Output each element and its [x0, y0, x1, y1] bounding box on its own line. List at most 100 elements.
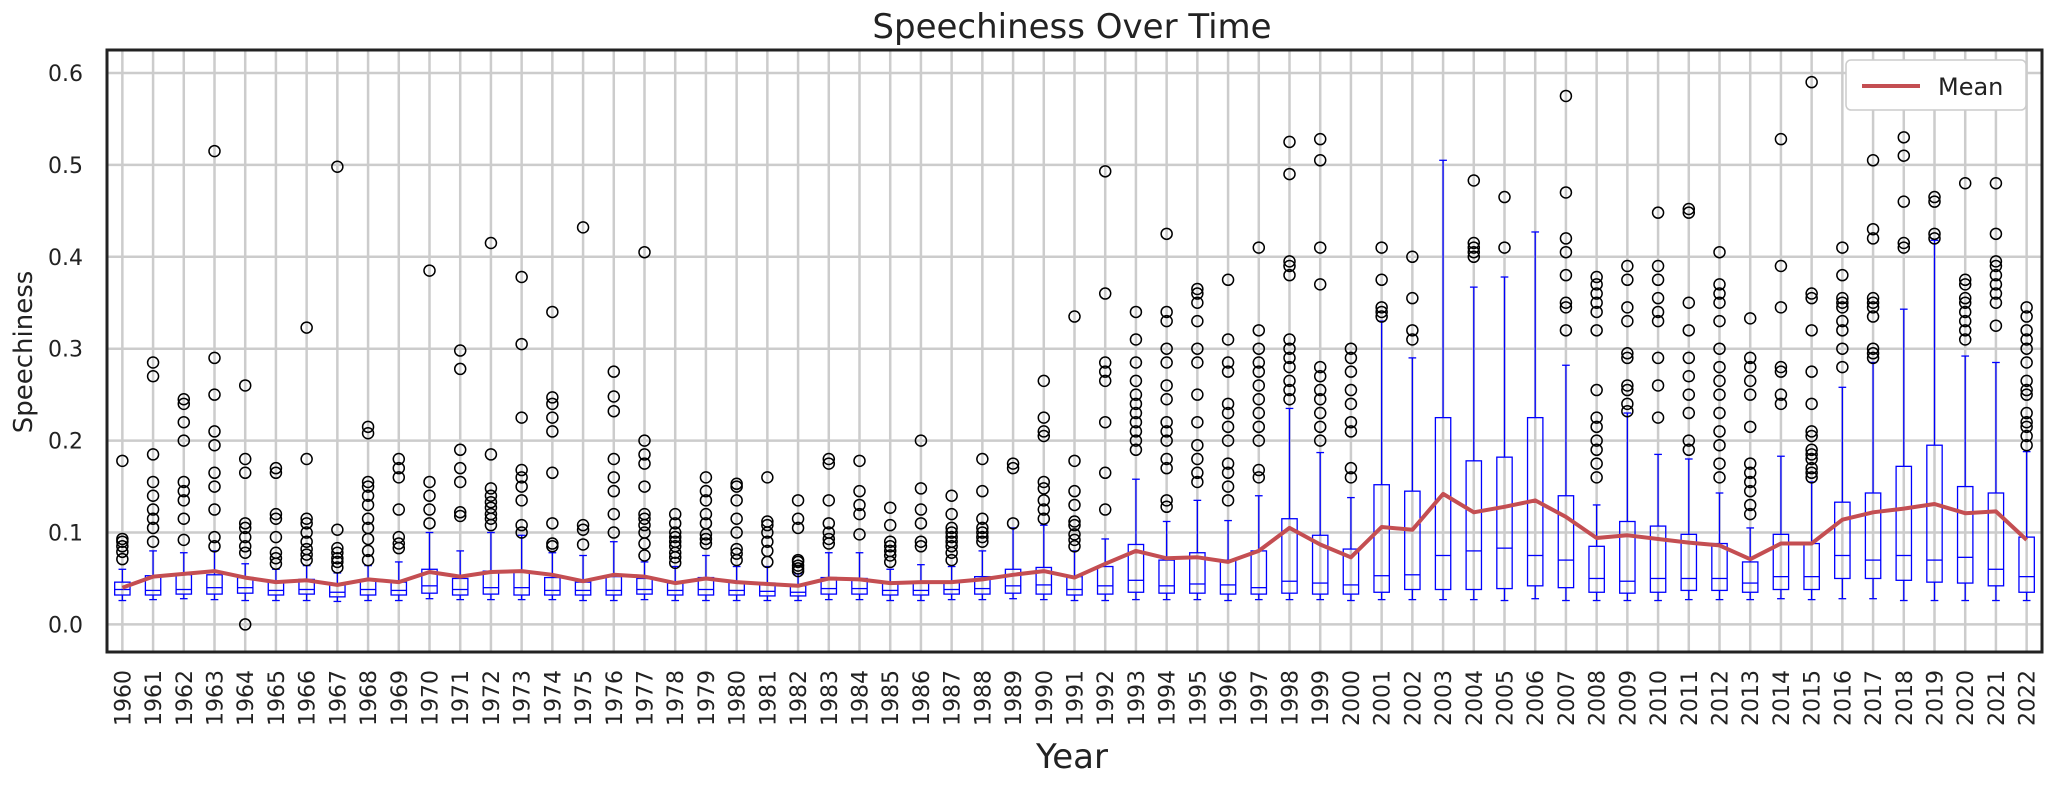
outlier-point: [761, 518, 774, 532]
iqr-box: [1956, 485, 1974, 584]
outlier-point: [1590, 420, 1603, 434]
outlier-point: [945, 535, 958, 548]
outlier-point: [1160, 305, 1173, 319]
outlier-point: [976, 535, 989, 548]
outlier-point: [1774, 301, 1788, 314]
x-tick-label: 1998: [1279, 670, 1304, 726]
outlier-point: [914, 434, 928, 447]
box-1976: [605, 541, 623, 602]
outlier-point: [638, 480, 651, 493]
outlier-point: [1037, 429, 1051, 443]
outlier-point: [1989, 278, 2003, 291]
x-tick-label: 2022: [2016, 670, 2041, 726]
x-tick-label: 1993: [1125, 670, 1150, 726]
outlier-point: [1621, 347, 1634, 360]
outlier-point: [300, 321, 313, 334]
x-tick-label: 2009: [1616, 670, 1641, 726]
outlier-point: [361, 498, 375, 512]
outlier-point: [945, 540, 958, 553]
outlier-point: [1068, 518, 1081, 532]
iqr-box: [1772, 533, 1790, 591]
legend-mean-label: Mean: [1938, 73, 2003, 101]
outlier-point: [1037, 411, 1051, 424]
outlier-point: [484, 448, 498, 461]
outlier-point: [1836, 301, 1849, 314]
outlier-point: [1221, 356, 1235, 369]
outlier-point: [1037, 425, 1051, 438]
outlier-point: [1221, 406, 1235, 420]
outlier-point: [1098, 374, 1112, 388]
outlier-point: [1590, 296, 1603, 309]
outlier-point: [638, 512, 651, 525]
outlier-point: [515, 494, 528, 507]
outlier-point: [730, 547, 743, 560]
outlier-point: [1129, 406, 1143, 420]
outlier-point: [1068, 540, 1081, 553]
outlier-point: [822, 494, 836, 507]
x-tick-label: 2013: [1739, 670, 1764, 726]
outlier-point: [238, 530, 252, 544]
outlier-point: [146, 448, 160, 461]
x-tick-label: 1973: [511, 670, 536, 726]
y-tick-label: 0.3: [48, 338, 83, 363]
x-tick-label: 1971: [449, 670, 474, 726]
x-tick-label: 1992: [1094, 670, 1119, 726]
x-tick-label: 1997: [1248, 670, 1273, 726]
outlier-point: [515, 411, 528, 424]
outlier-point: [1928, 232, 1941, 245]
outlier-point: [1774, 388, 1788, 401]
outlier-point: [1774, 360, 1788, 374]
legend: Mean: [1845, 59, 2027, 111]
x-tick-label: 1981: [756, 670, 781, 726]
outlier-point: [1743, 507, 1757, 521]
outlier-point: [1129, 388, 1143, 401]
outlier-point: [484, 495, 498, 509]
outlier-point: [1713, 314, 1726, 328]
iqr-box: [1864, 492, 1882, 580]
box-1960: [114, 568, 131, 602]
outlier-point: [1651, 273, 1665, 287]
outlier-point: [1221, 333, 1235, 346]
outlier-point: [1682, 206, 1696, 219]
outlier-point: [1344, 425, 1358, 438]
outlier-point: [1037, 374, 1051, 388]
outlier-point: [1621, 379, 1634, 392]
outlier-point: [177, 494, 191, 507]
outlier-point: [883, 501, 897, 514]
outlier-point: [1836, 314, 1849, 328]
x-tick-label: 1978: [664, 670, 689, 726]
outlier-point: [331, 160, 344, 173]
outlier-point: [1313, 278, 1327, 291]
outlier-point: [761, 544, 774, 558]
outlier-point: [1559, 324, 1573, 337]
y-axis-label: Speechiness: [9, 271, 39, 434]
outlier-point: [607, 390, 621, 403]
outlier-point: [1160, 356, 1173, 369]
outlier-point: [515, 463, 528, 477]
outlier-point: [116, 532, 129, 546]
outlier-point: [576, 538, 590, 551]
outlier-point: [423, 517, 436, 530]
iqr-box: [1987, 492, 2005, 587]
outlier-point: [1866, 296, 1880, 309]
outlier-point: [1897, 236, 1911, 250]
outlier-point: [668, 507, 682, 521]
outlier-point: [515, 337, 528, 351]
outlier-point: [484, 489, 498, 503]
outlier-point: [1682, 443, 1696, 457]
x-tick-label: 1982: [787, 670, 812, 726]
outlier-point: [1313, 393, 1327, 406]
outlier-point: [607, 365, 621, 378]
outlier-point: [1252, 241, 1266, 254]
outlier-point: [1037, 482, 1051, 495]
outlier-point: [1068, 454, 1081, 468]
outlier-point: [1191, 296, 1204, 309]
box-1989: [1004, 527, 1022, 600]
box-1995: [1189, 499, 1206, 601]
outlier-point: [699, 507, 713, 521]
outlier-point: [1774, 259, 1788, 273]
outlier-point: [1897, 149, 1911, 162]
outlier-point: [331, 541, 344, 555]
outlier-point: [1621, 383, 1634, 397]
